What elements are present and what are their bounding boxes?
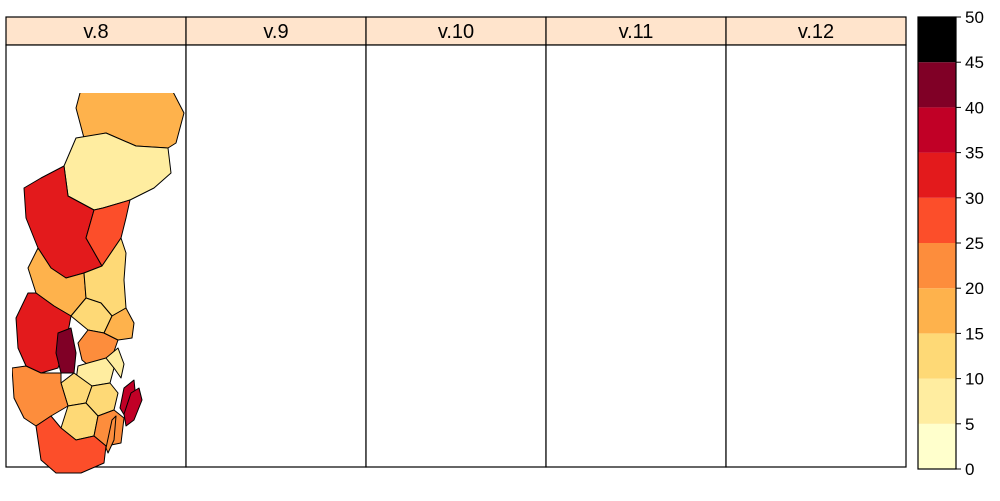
map-panel-3: v.10 (365, 16, 547, 468)
legend-tick-label: 20 (965, 279, 984, 298)
legend-tick-label: 45 (965, 53, 984, 72)
map-frame (185, 44, 367, 468)
legend-tick-label: 50 (965, 8, 984, 27)
legend-color-cell (918, 378, 956, 424)
legend-color-cell (918, 423, 956, 469)
panel-title: v.9 (263, 21, 288, 43)
legend-tick-label: 15 (965, 324, 984, 343)
county-region-11 (103, 307, 135, 341)
map-panel-2: v.9 (185, 16, 367, 468)
sweden-region-map (12, 93, 185, 474)
legend-tick-label: 30 (965, 189, 984, 208)
legend-color-cell (918, 333, 956, 379)
map-frame (725, 44, 907, 468)
legend-tick-label: 5 (965, 415, 974, 434)
panel-header-strip (185, 16, 367, 46)
county-region-4 (85, 199, 131, 267)
map-frame (365, 44, 547, 468)
oland-region (105, 415, 117, 454)
map-frame (545, 44, 727, 468)
map-panel-1: v.8 (5, 16, 187, 474)
legend-color-cell (918, 243, 956, 289)
county-region-1 (75, 93, 185, 149)
panel-title: v.10 (438, 21, 474, 43)
legend-color-cell (918, 288, 956, 334)
map-panels: v.8 v.9 v.10 v.11 v.12 (5, 16, 907, 474)
map-panel-4: v.11 (545, 16, 727, 468)
panel-header-strip (725, 16, 907, 46)
legend-color-cell (918, 152, 956, 198)
legend-tick-label: 40 (965, 98, 984, 117)
legend-color-cell (918, 17, 956, 63)
legend-tick-label: 0 (965, 460, 974, 479)
panel-title: v.12 (798, 21, 834, 43)
legend-color-cell (918, 197, 956, 243)
panel-title: v.8 (83, 21, 108, 43)
gotland-region (123, 387, 143, 427)
legend-tick-label: 35 (965, 144, 984, 163)
legend-tick-label: 25 (965, 234, 984, 253)
legend-tick-label: 10 (965, 370, 984, 389)
legend-color-cell (918, 107, 956, 153)
map-panel-5: v.12 (725, 16, 907, 468)
panel-header-strip (5, 16, 187, 46)
legend-color-cell (918, 62, 956, 108)
panel-title: v.11 (619, 21, 654, 43)
color-legend: 0 5 10 15 20 25 30 35 40 45 50 (917, 8, 984, 479)
county-region-15 (105, 347, 125, 379)
